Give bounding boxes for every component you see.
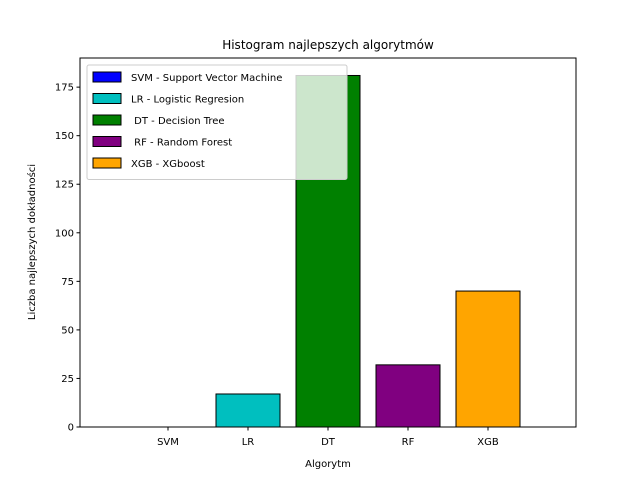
y-tick-label: 0: [68, 423, 74, 434]
y-tick-label: 50: [61, 325, 74, 336]
legend-swatch: [92, 114, 122, 126]
legend-label: XGB - XGboost: [131, 159, 205, 170]
x-tick-label-svm: SVM: [157, 437, 179, 448]
bar-lr: [215, 393, 281, 428]
legend-label: SVM - Support Vector Machine: [131, 73, 282, 84]
legend: SVM - Support Vector Machine LR - Logisti…: [86, 64, 348, 180]
bar-xgb: [455, 290, 521, 428]
legend-swatch: [92, 136, 122, 147]
y-tick-label: 175: [55, 83, 74, 94]
legend-label: RF - Random Forest: [131, 138, 232, 149]
plot-frame: [79, 57, 577, 428]
legend-box: [86, 64, 348, 180]
legend-swatch: [92, 157, 122, 169]
y-axis: 0 25 50 75 100 125 150 175: [55, 83, 80, 434]
legend-label: DT - Decision Tree: [131, 116, 225, 127]
x-axis: SVM LR DT RF XGB: [157, 427, 499, 448]
bar-rf: [375, 364, 441, 428]
legend-label: LR - Logistic Regresion: [131, 95, 244, 106]
legend-swatch: [92, 71, 122, 83]
y-tick-label: 150: [55, 131, 74, 142]
x-tick-label-rf: RF: [402, 437, 415, 448]
legend-swatch: [92, 93, 122, 104]
chart-title: Histogram najlepszych algorytmów: [222, 38, 434, 52]
y-axis-label: Liczba najlepszych dokładności: [26, 164, 38, 320]
x-tick-label-xgb: XGB: [477, 437, 499, 448]
y-tick-label: 25: [61, 374, 74, 385]
x-tick-label-dt: DT: [321, 437, 336, 448]
y-tick-label: 100: [55, 228, 74, 239]
y-tick-label: 75: [61, 277, 74, 288]
x-tick-label-lr: LR: [242, 437, 255, 448]
y-tick-label: 125: [55, 180, 74, 191]
x-axis-label: Algorytm: [305, 459, 351, 470]
